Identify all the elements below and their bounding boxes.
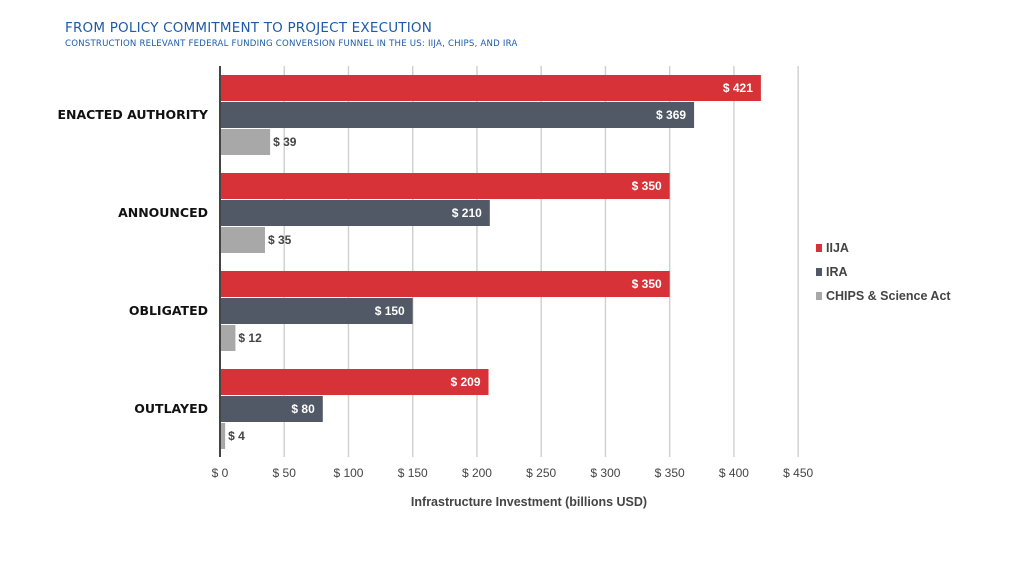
value-label-ira-enacted-authority: $ 369	[656, 108, 686, 122]
bar-chips-science-act-enacted-authority	[220, 129, 271, 155]
value-label-chips-science-act-enacted-authority: $ 39	[273, 135, 297, 149]
legend-label-iija: IIJA	[826, 241, 849, 255]
bar-ira-enacted-authority	[220, 102, 695, 128]
value-label-ira-obligated: $ 150	[375, 304, 405, 318]
bar-iija-enacted-authority	[220, 75, 761, 101]
value-label-iija-announced: $ 350	[632, 179, 662, 193]
bar-ira-outlayed	[220, 396, 323, 422]
value-label-iija-obligated: $ 350	[632, 277, 662, 291]
category-label-enacted-authority: ENACTED AUTHORITY	[57, 107, 208, 122]
x-axis-title: Infrastructure Investment (billions USD)	[411, 495, 647, 509]
x-tick-label-0: $ 0	[212, 466, 229, 480]
x-tick-label-200: $ 200	[462, 466, 492, 480]
bar-iija-obligated	[220, 271, 670, 297]
x-tick-label-250: $ 250	[526, 466, 556, 480]
chart-title: FROM POLICY COMMITMENT TO PROJECT EXECUT…	[65, 20, 433, 36]
legend-swatch-iija	[816, 244, 822, 252]
bar-chips-science-act-announced	[220, 227, 265, 253]
bar-iija-outlayed	[220, 369, 489, 395]
x-tick-label-400: $ 400	[719, 466, 749, 480]
value-label-chips-science-act-outlayed: $ 4	[228, 429, 245, 443]
x-tick-label-450: $ 450	[783, 466, 813, 480]
category-label-obligated: OBLIGATED	[129, 303, 208, 318]
value-label-ira-outlayed: $ 80	[291, 402, 315, 416]
value-label-iija-outlayed: $ 209	[450, 375, 480, 389]
legend-label-ira: IRA	[826, 265, 848, 279]
category-label-outlayed: OUTLAYED	[134, 401, 208, 416]
value-label-chips-science-act-announced: $ 35	[268, 233, 292, 247]
value-label-ira-announced: $ 210	[452, 206, 482, 220]
legend-swatch-ira	[816, 268, 822, 276]
bar-chips-science-act-outlayed	[220, 423, 226, 449]
x-tick-label-50: $ 50	[273, 466, 297, 480]
bar-iija-announced	[220, 173, 670, 199]
legend-swatch-chips-science-act	[816, 292, 822, 300]
legend-label-chips-science-act: CHIPS & Science Act	[826, 289, 951, 303]
x-tick-label-300: $ 300	[590, 466, 620, 480]
x-tick-label-100: $ 100	[333, 466, 363, 480]
x-tick-label-350: $ 350	[655, 466, 685, 480]
category-label-announced: ANNOUNCED	[118, 205, 208, 220]
bar-chips-science-act-obligated	[220, 325, 236, 351]
x-tick-label-150: $ 150	[398, 466, 428, 480]
bar-ira-announced	[220, 200, 490, 226]
bar-ira-obligated	[220, 298, 413, 324]
value-label-iija-enacted-authority: $ 421	[723, 81, 753, 95]
chart-subtitle: CONSTRUCTION RELEVANT FEDERAL FUNDING CO…	[65, 39, 518, 49]
value-label-chips-science-act-obligated: $ 12	[238, 331, 262, 345]
